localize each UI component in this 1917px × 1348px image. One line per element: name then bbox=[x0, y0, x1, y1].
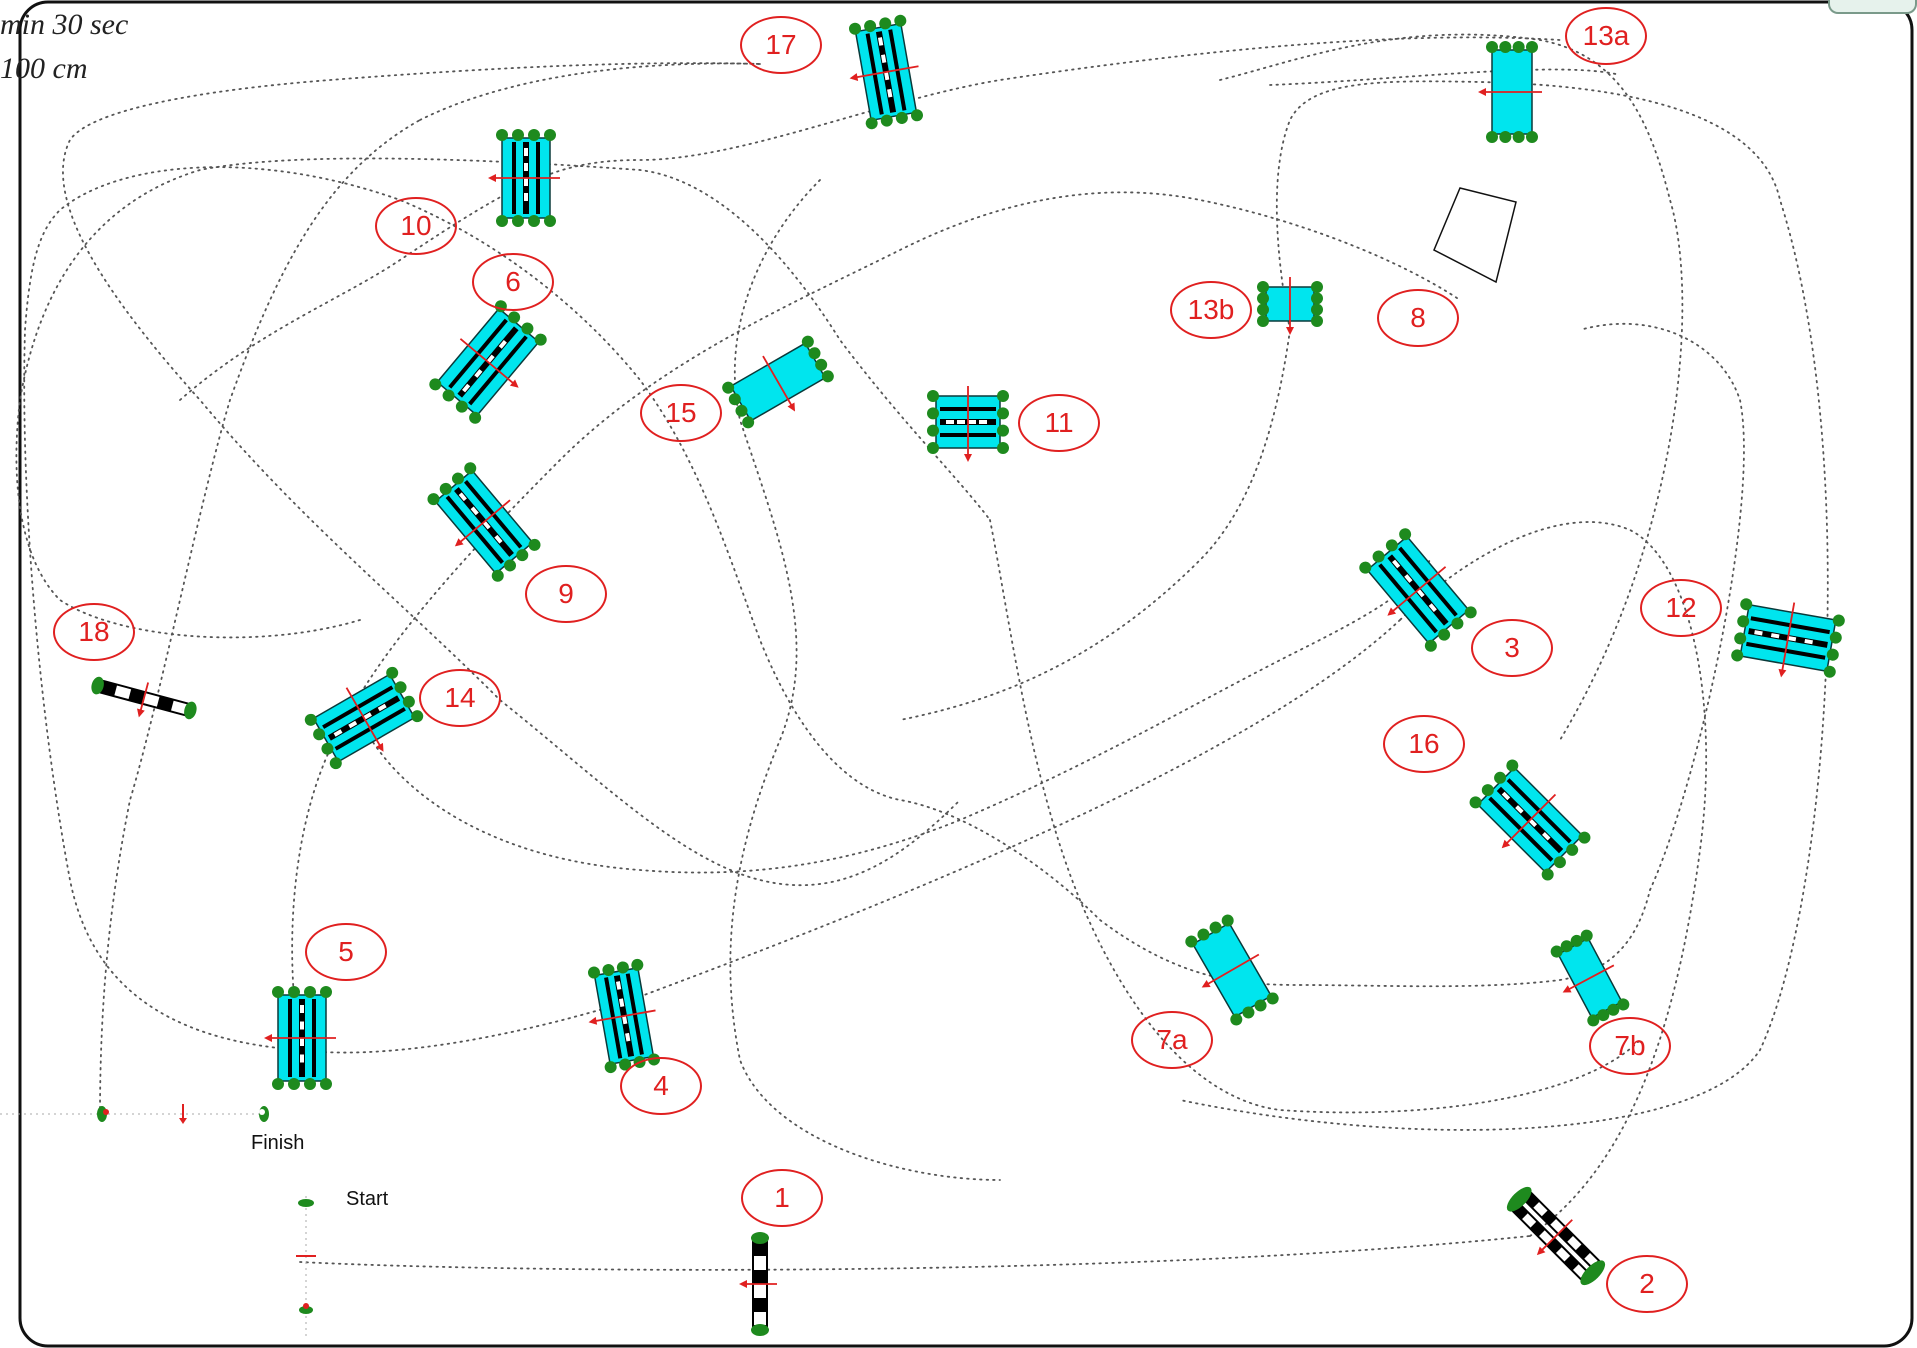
marker-6: 6 bbox=[472, 253, 554, 311]
course-path bbox=[291, 191, 1461, 1051]
marker-9: 9 bbox=[525, 565, 607, 623]
obstacle-7b bbox=[1550, 929, 1630, 1027]
marker-4: 4 bbox=[620, 1057, 702, 1115]
arena-border bbox=[18, 0, 1914, 1348]
obstacle-13b bbox=[1257, 277, 1323, 335]
course-path bbox=[1269, 68, 1621, 86]
misc-marks bbox=[0, 187, 1517, 1336]
course-path bbox=[419, 62, 761, 121]
marker-12: 12 bbox=[1640, 579, 1722, 637]
course-path bbox=[23, 166, 1301, 1051]
obstacles bbox=[91, 14, 1845, 1336]
marker-7a: 7a bbox=[1131, 1011, 1213, 1069]
course-path bbox=[619, 619, 1401, 1005]
marker-7b: 7b bbox=[1589, 1017, 1671, 1075]
obstacle-5 bbox=[264, 986, 336, 1090]
course-path bbox=[989, 519, 1641, 1114]
obstacle-11 bbox=[927, 386, 1009, 462]
marker-13a: 13a bbox=[1565, 7, 1647, 65]
obstacle-2 bbox=[1506, 1186, 1606, 1286]
marker-1: 1 bbox=[741, 1169, 823, 1227]
marker-14: 14 bbox=[419, 669, 501, 727]
marker-17: 17 bbox=[740, 16, 822, 74]
course-path bbox=[299, 1235, 1531, 1271]
obstacle-1 bbox=[739, 1232, 777, 1336]
marker-15: 15 bbox=[640, 384, 722, 442]
start-marker-top bbox=[298, 1199, 314, 1207]
course-path bbox=[179, 36, 1561, 401]
trapezoid-obstacle bbox=[1433, 187, 1517, 284]
start-label: Start bbox=[346, 1188, 389, 1210]
corner-widget bbox=[1828, 0, 1917, 14]
marker-3: 3 bbox=[1471, 619, 1553, 677]
marker-13b: 13b bbox=[1170, 281, 1252, 339]
course-path bbox=[359, 559, 1431, 874]
obstacle-18 bbox=[91, 676, 197, 720]
course-path bbox=[1299, 889, 1651, 988]
course-path bbox=[1219, 33, 1684, 741]
start-marker-bottom bbox=[299, 1306, 313, 1314]
course-path bbox=[15, 157, 991, 639]
marker-11: 11 bbox=[1018, 394, 1100, 452]
marker-16: 16 bbox=[1383, 715, 1465, 773]
obstacle-7a bbox=[1185, 914, 1279, 1026]
obstacle-9 bbox=[427, 462, 541, 582]
course-path bbox=[899, 329, 1291, 721]
course-path bbox=[1579, 322, 1745, 891]
course-path bbox=[729, 179, 1001, 1181]
obstacle-15 bbox=[722, 335, 834, 429]
obstacle-12 bbox=[1731, 598, 1845, 678]
obstacle-14 bbox=[304, 666, 424, 770]
finish-label: Finish bbox=[251, 1132, 305, 1154]
marker-2: 2 bbox=[1606, 1255, 1688, 1313]
obstacle-13a bbox=[1478, 41, 1542, 143]
course-paths bbox=[15, 33, 1829, 1271]
course-path bbox=[1399, 521, 1708, 1237]
time-text: min 30 sec bbox=[0, 8, 129, 41]
obstacle-3 bbox=[1359, 528, 1477, 652]
marker-10: 10 bbox=[375, 197, 457, 255]
marker-5: 5 bbox=[305, 923, 387, 981]
marker-8: 8 bbox=[1377, 289, 1459, 347]
obstacle-17 bbox=[849, 14, 923, 130]
marker-18: 18 bbox=[53, 603, 135, 661]
obstacle-16 bbox=[1469, 759, 1591, 881]
course-path bbox=[99, 119, 421, 1116]
obstacle-10 bbox=[488, 129, 560, 227]
course-path bbox=[1179, 80, 1829, 1131]
distance-text: 100 cm bbox=[0, 52, 88, 85]
course-path bbox=[299, 1003, 621, 1054]
obstacle-6 bbox=[429, 300, 547, 424]
